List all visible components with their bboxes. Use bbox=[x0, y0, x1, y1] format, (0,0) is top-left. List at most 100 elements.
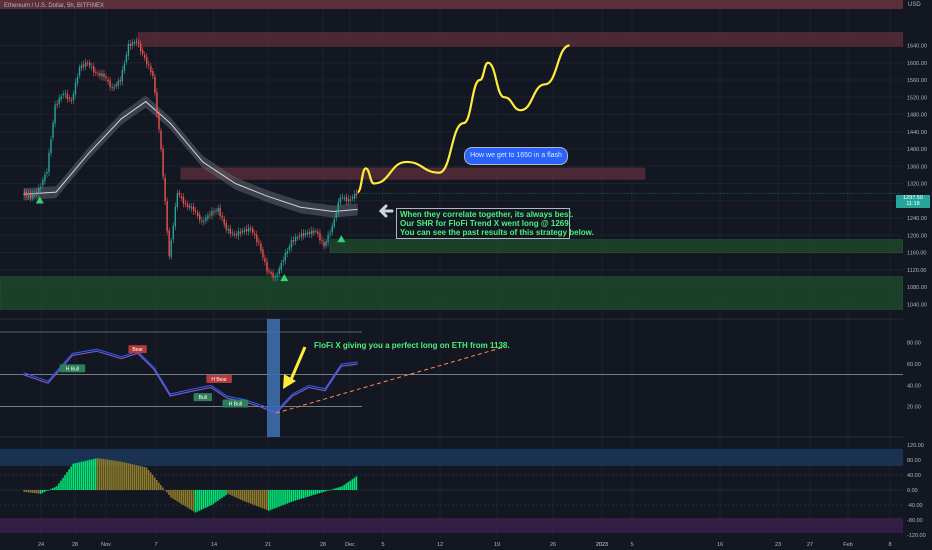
price-tick-label: 1520.00 bbox=[907, 95, 927, 101]
candle-body bbox=[317, 231, 319, 234]
histogram-bar bbox=[212, 490, 215, 504]
histogram-bar bbox=[316, 490, 319, 494]
candle-body bbox=[294, 237, 297, 242]
candle-body bbox=[174, 206, 176, 227]
time-tick-label: Dec bbox=[345, 542, 355, 548]
projection-path bbox=[356, 44, 570, 194]
candle-body bbox=[170, 240, 172, 258]
histogram-bar bbox=[314, 490, 317, 495]
oscillator-pane: Bear H Bull H Bear Bull H Bull bbox=[0, 319, 903, 437]
histogram-bar bbox=[147, 469, 150, 490]
time-axis[interactable]: 24 28 Nov 7 14 21 28 Dec 5 12 19 26 2023 5 16 23 27 Feb 8 bbox=[0, 538, 932, 550]
divergence-label: H Bear bbox=[211, 377, 227, 383]
highlight-column bbox=[267, 319, 280, 437]
candle-body bbox=[111, 86, 113, 88]
candle-body bbox=[105, 76, 107, 79]
histogram-bar bbox=[331, 489, 333, 490]
candle-body bbox=[335, 212, 337, 219]
histogram-bar bbox=[188, 490, 191, 509]
resistance-zone bbox=[180, 167, 646, 180]
histogram-bar bbox=[272, 490, 274, 510]
histogram-bar bbox=[282, 490, 284, 506]
histogram-bar bbox=[231, 490, 233, 496]
candle-body bbox=[74, 82, 77, 95]
divergence-label: Bear bbox=[132, 347, 143, 353]
candle-body bbox=[125, 54, 128, 63]
candle-body bbox=[31, 193, 34, 198]
histogram-bar bbox=[135, 465, 138, 490]
candle-body bbox=[245, 228, 248, 232]
price-tick-label: 1320.00 bbox=[907, 182, 927, 188]
candle-body bbox=[239, 231, 242, 234]
candlestick-series[interactable] bbox=[23, 37, 903, 282]
candle-body bbox=[180, 196, 183, 198]
yellow-arrow-icon bbox=[288, 346, 307, 383]
histogram-bar bbox=[353, 477, 356, 490]
candle-body bbox=[146, 56, 148, 65]
histogram-tick-label: -80.00 bbox=[907, 518, 923, 524]
histogram-bar bbox=[180, 490, 182, 504]
histogram-bar bbox=[52, 488, 54, 490]
histogram-bar bbox=[347, 482, 350, 490]
histogram-bar bbox=[261, 490, 264, 509]
candle-body bbox=[272, 272, 274, 278]
histogram-bar bbox=[223, 490, 225, 497]
histogram-bar bbox=[119, 461, 121, 490]
oscillator-trendline bbox=[276, 346, 505, 414]
histogram-bar bbox=[107, 459, 109, 490]
price-axis[interactable]: 1640.00 1600.00 1560.00 1520.00 1480.00 1440.… bbox=[903, 0, 932, 550]
histogram-bar bbox=[310, 490, 313, 496]
price-tick-label: 1600.00 bbox=[907, 61, 927, 67]
symbol-title[interactable]: Ethereum / U.S. Dollar, 5h, BITFINEX bbox=[4, 3, 105, 9]
histogram-tick-label: -40.00 bbox=[907, 503, 923, 509]
histogram-bar bbox=[54, 487, 56, 490]
candle-body bbox=[290, 240, 293, 248]
price-tick-label: 1560.00 bbox=[907, 78, 927, 84]
histogram-bar bbox=[72, 463, 74, 490]
price-tick-label: 1240.00 bbox=[907, 216, 927, 222]
histogram-bar bbox=[217, 490, 219, 501]
histogram-bar bbox=[56, 486, 58, 490]
candle-body bbox=[186, 204, 189, 208]
candle-body bbox=[209, 214, 211, 216]
histogram-tick-label: 40.00 bbox=[907, 473, 921, 479]
histogram-bar bbox=[320, 490, 323, 493]
histogram-bar bbox=[206, 490, 209, 507]
candle-body bbox=[76, 76, 79, 84]
time-tick-label: 26 bbox=[550, 542, 556, 548]
currency-label: USD bbox=[908, 2, 921, 8]
histogram-bar bbox=[76, 462, 79, 490]
oscillator-line bbox=[23, 348, 358, 412]
strategy-note-line: Our SHR for FloFi Trend X went long @ 12… bbox=[400, 219, 571, 228]
candle-body bbox=[36, 191, 38, 193]
candle-body bbox=[168, 230, 170, 257]
histogram-bar bbox=[160, 484, 162, 490]
histogram-bar bbox=[274, 490, 276, 509]
candle-body bbox=[107, 79, 109, 82]
histogram-bar bbox=[70, 466, 72, 490]
candle-body bbox=[243, 229, 246, 232]
divergence-label-box bbox=[128, 345, 147, 354]
lower-band bbox=[0, 518, 903, 534]
histogram-bar bbox=[139, 466, 142, 490]
histogram-bar bbox=[170, 490, 172, 498]
histogram-bar bbox=[288, 490, 290, 503]
candle-body bbox=[135, 40, 138, 43]
histogram-bar bbox=[245, 490, 248, 503]
histogram-bar bbox=[64, 474, 66, 490]
candle-body bbox=[268, 270, 270, 272]
histogram-bar bbox=[60, 480, 62, 490]
candle-body bbox=[184, 203, 187, 205]
candle-body bbox=[52, 122, 54, 138]
candle-body bbox=[56, 104, 58, 106]
candle-body bbox=[58, 98, 60, 104]
time-tick-label: 16 bbox=[717, 542, 723, 548]
histogram-bar bbox=[84, 460, 87, 490]
histogram-pane bbox=[0, 448, 903, 534]
candle-body bbox=[29, 193, 32, 199]
candle-body bbox=[325, 241, 327, 246]
histogram-bar bbox=[47, 490, 50, 491]
candle-body bbox=[91, 66, 93, 68]
candle-body bbox=[282, 260, 284, 263]
